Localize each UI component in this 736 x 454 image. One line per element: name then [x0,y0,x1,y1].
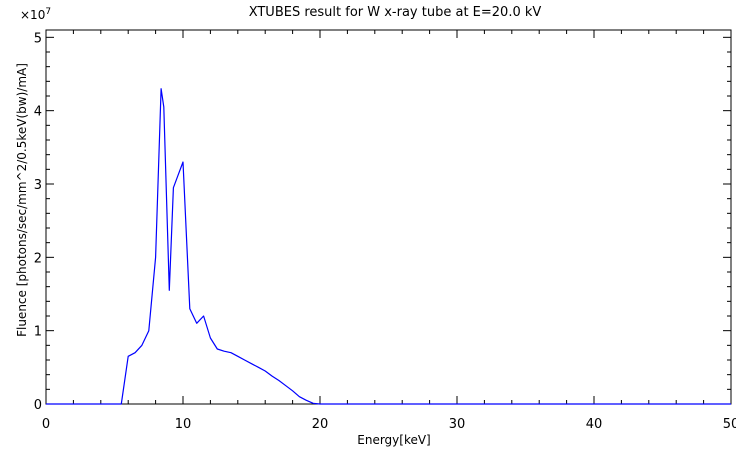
y-axis-label: Fluence [photons/sec/mm^2/0.5keV(bw)/mA] [15,63,29,337]
y-tick-label: 0 [34,398,42,413]
y-multiplier: ×107 [20,7,51,22]
x-tick-label: 50 [723,417,736,432]
y-tick-label: 4 [34,105,42,120]
y-tick-label: 1 [34,325,42,340]
x-axis-ticks: 0 10 20 30 40 50 [42,30,736,432]
y-multiplier-exponent: 7 [45,7,51,17]
y-tick-label: 3 [34,178,42,193]
x-tick-label: 20 [312,417,329,432]
plot-frame [45,29,732,405]
x-tick-label: 40 [586,417,603,432]
x-axis-label: Energy[keV] [357,433,431,447]
x-tick-label: 0 [42,417,50,432]
series-layer [46,88,731,405]
y-axis-ticks: 0 1 2 3 4 5 [34,31,731,413]
series-line-0 [46,88,731,405]
y-tick-label: 2 [34,251,42,266]
x-tick-label: 30 [449,417,466,432]
y-tick-label: 5 [34,31,42,46]
y-multiplier-base: ×10 [20,8,45,22]
chart-title: XTUBES result for W x-ray tube at E=20.0… [249,5,542,20]
x-tick-label: 10 [175,417,192,432]
